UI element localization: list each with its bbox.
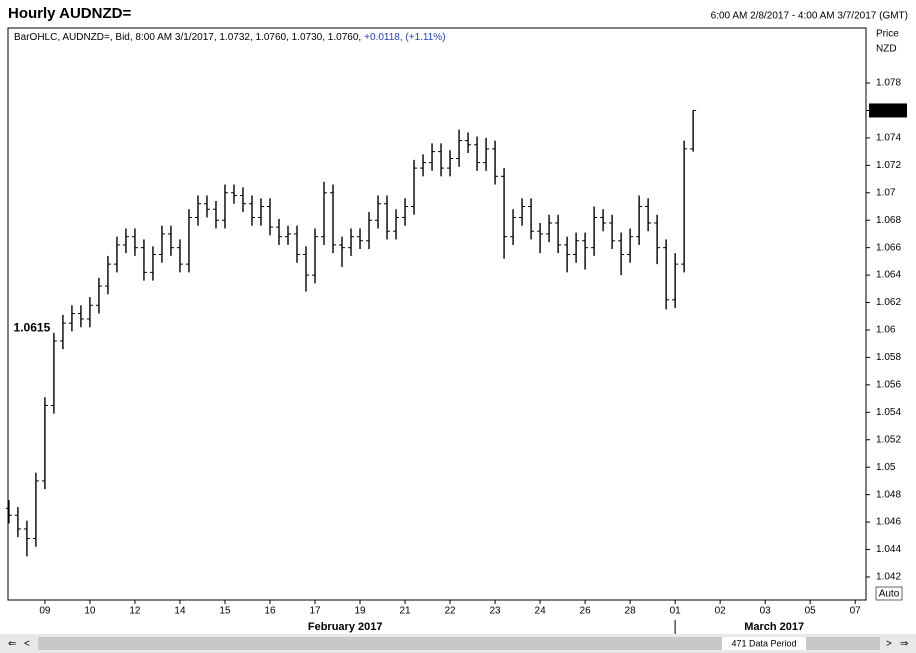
x-tick-label: 09 [39,606,51,617]
x-tick-label: 21 [399,606,411,617]
period-box [722,637,806,650]
x-group-label: March 2017 [744,621,804,633]
x-tick-label: 15 [219,606,231,617]
y-tick-label: 1.048 [876,489,901,500]
y-tick-label: 1.062 [876,297,901,308]
y-tick-label: 1.072 [876,160,901,171]
x-tick-label: 22 [444,606,456,617]
x-group-label: February 2017 [308,621,383,633]
x-tick-label: 19 [354,606,366,617]
y-tick-label: 1.046 [876,517,901,528]
y-tick-label: 1.058 [876,352,901,363]
last-price-box [869,103,907,118]
period-label: 471 Data Period [731,638,796,648]
last-price-label: 1.0760 [872,104,906,116]
x-tick-label: 17 [309,606,321,617]
x-tick-label: 07 [850,606,862,617]
scroll-thumb[interactable] [38,637,880,650]
y-tick-label: 1.05 [876,462,896,473]
y-tick-label: 1.052 [876,434,901,445]
y-tick-label: 1.064 [876,270,901,281]
auto-button[interactable] [875,586,903,601]
x-tick-label: 16 [264,606,276,617]
x-tick-label: 01 [670,606,682,617]
y-tick-label: 1.078 [876,78,901,89]
scroll-prev-btn[interactable]: < [24,639,30,650]
x-tick-label: 05 [805,606,817,617]
scroll-right-btn[interactable]: ⇒ [900,639,908,650]
y-tick-label: 1.06 [876,325,896,336]
x-tick-label: 24 [535,606,547,617]
auto-label[interactable]: Auto [879,589,900,600]
chart-title: Hourly AUDNZD= [8,5,131,22]
y-tick-label: 1.054 [876,407,901,418]
x-tick-label: 23 [490,606,502,617]
y-tick-label: 1.068 [876,215,901,226]
x-tick-label: 28 [625,606,637,617]
y-tick-label: 1.056 [876,380,901,391]
x-tick-label: 14 [174,606,186,617]
y-unit: NZD [876,44,897,55]
y-tick-label: 1.074 [876,133,901,144]
scroll-left-btn[interactable]: ⇐ [8,639,16,650]
y-tick-label: 1.066 [876,242,901,253]
y-tick-label: 1.042 [876,572,901,583]
x-tick-label: 26 [580,606,592,617]
scroll-next-btn[interactable]: > [886,639,892,650]
x-tick-label: 10 [84,606,96,617]
y-tick-label: 1.044 [876,544,901,555]
y-tick-label: 1.07 [876,187,896,198]
low-annotation: 1.0615 [14,321,51,335]
x-tick-label: 03 [760,606,772,617]
change-text: +0.0118, (+1.11%) [364,32,445,43]
plot-frame [7,27,867,601]
y-axis-label: Price [876,29,899,40]
x-tick-label: 02 [715,606,727,617]
legend: BarOHLC, AUDNZD=, Bid, 8:00 AM 3/1/2017,… [14,32,446,43]
date-range: 6:00 AM 2/8/2017 - 4:00 AM 3/7/2017 (GMT… [711,11,908,22]
legend-text: BarOHLC, AUDNZD=, Bid, 8:00 AM 3/1/2017,… [14,32,361,43]
x-tick-label: 12 [129,606,141,617]
